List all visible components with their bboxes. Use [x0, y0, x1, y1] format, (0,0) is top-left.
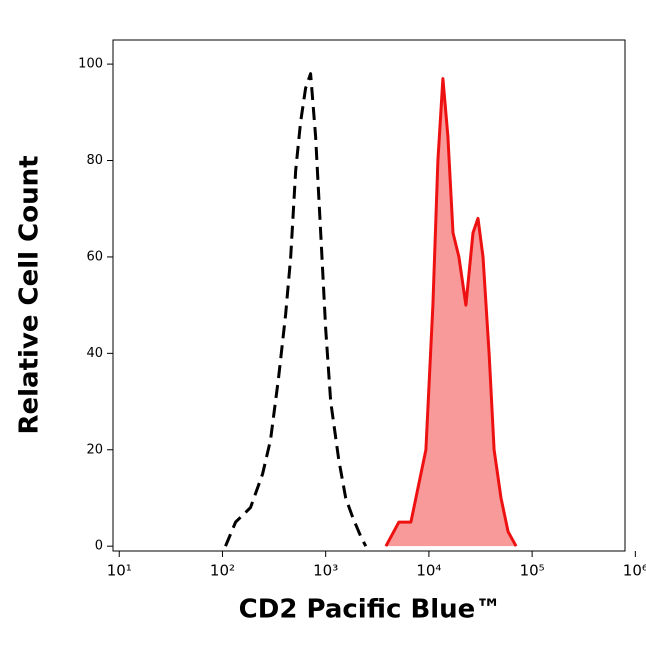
x-tick-label: 10²	[210, 562, 235, 580]
y-axis-label: Relative Cell Count	[15, 155, 45, 434]
y-tick-label: 80	[86, 153, 103, 168]
x-axis-label: CD2 Pacific Blue™	[239, 595, 502, 625]
series-line	[384, 77, 518, 547]
area-fill	[385, 78, 517, 547]
y-tick-label: 20	[86, 442, 103, 457]
x-tick-label: 10⁶	[623, 562, 646, 580]
x-tick-label: 10¹	[107, 562, 132, 580]
y-tick-label: 100	[78, 57, 103, 72]
x-tick-label: 10⁵	[520, 562, 545, 580]
plot-frame	[112, 39, 626, 552]
y-tick-label: 60	[86, 249, 103, 264]
series-line	[224, 72, 368, 547]
y-tick-label: 0	[95, 539, 103, 554]
x-tick-label: 10⁴	[416, 562, 441, 580]
x-tick-label: 10³	[313, 562, 338, 580]
y-tick-label: 40	[86, 346, 103, 361]
